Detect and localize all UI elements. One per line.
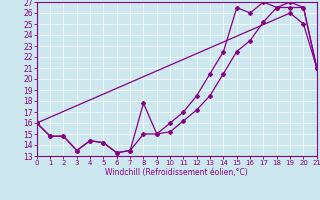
X-axis label: Windchill (Refroidissement éolien,°C): Windchill (Refroidissement éolien,°C)	[105, 168, 248, 177]
